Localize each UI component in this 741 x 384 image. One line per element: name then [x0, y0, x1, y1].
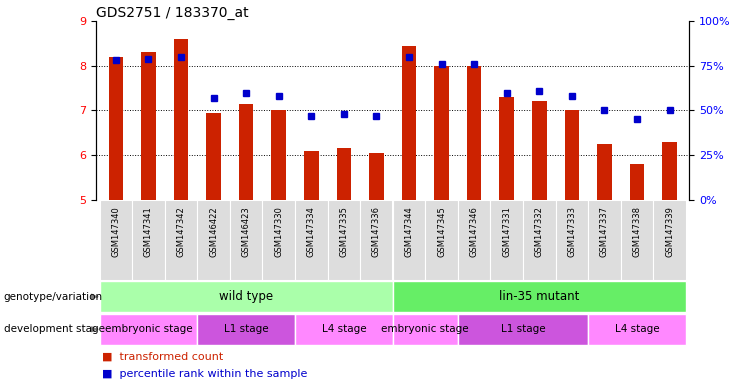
Bar [393, 200, 425, 280]
Bar [197, 200, 230, 280]
Bar [262, 200, 295, 280]
Bar [662, 142, 677, 200]
Bar [99, 281, 393, 312]
Text: GSM147340: GSM147340 [111, 206, 120, 257]
Bar [532, 101, 547, 200]
Text: GSM147332: GSM147332 [535, 206, 544, 257]
Bar [523, 200, 556, 280]
Bar [173, 39, 188, 200]
Text: GSM147337: GSM147337 [600, 206, 609, 257]
Text: GSM147334: GSM147334 [307, 206, 316, 257]
Text: GSM147341: GSM147341 [144, 206, 153, 257]
Text: embryonic stage: embryonic stage [104, 324, 192, 334]
Text: GSM146423: GSM146423 [242, 206, 250, 257]
Bar [197, 314, 295, 345]
Text: GSM147342: GSM147342 [176, 206, 185, 257]
Bar [402, 46, 416, 200]
Bar [328, 200, 360, 280]
Bar [630, 164, 645, 200]
Text: GSM147333: GSM147333 [568, 206, 576, 257]
Bar [491, 200, 523, 280]
Bar [304, 151, 319, 200]
Text: GSM147331: GSM147331 [502, 206, 511, 257]
Bar [206, 113, 221, 200]
Bar [336, 148, 351, 200]
Text: ■  transformed count: ■ transformed count [102, 351, 224, 361]
Text: GSM147344: GSM147344 [405, 206, 413, 257]
Text: GSM147330: GSM147330 [274, 206, 283, 257]
Text: L1 stage: L1 stage [224, 324, 268, 334]
Bar [165, 200, 197, 280]
Bar [295, 200, 328, 280]
Text: GSM147335: GSM147335 [339, 206, 348, 257]
Bar [108, 57, 123, 200]
Text: development stage: development stage [4, 324, 104, 334]
Bar [467, 66, 482, 200]
Bar [434, 66, 449, 200]
Text: wild type: wild type [219, 290, 273, 303]
Bar [360, 200, 393, 280]
Bar [369, 153, 384, 200]
Bar [393, 314, 458, 345]
Bar [597, 144, 612, 200]
Bar [425, 200, 458, 280]
Bar [393, 281, 686, 312]
Bar [271, 111, 286, 200]
Bar [588, 200, 621, 280]
Text: GSM147345: GSM147345 [437, 206, 446, 257]
Text: genotype/variation: genotype/variation [4, 291, 103, 302]
Text: GSM147338: GSM147338 [633, 206, 642, 257]
Text: GSM147339: GSM147339 [665, 206, 674, 257]
Bar [565, 111, 579, 200]
Bar [588, 314, 686, 345]
Text: lin-35 mutant: lin-35 mutant [499, 290, 579, 303]
Text: ■  percentile rank within the sample: ■ percentile rank within the sample [102, 369, 308, 379]
Text: L1 stage: L1 stage [501, 324, 545, 334]
Text: GDS2751 / 183370_at: GDS2751 / 183370_at [96, 6, 249, 20]
Bar [458, 314, 588, 345]
Bar [99, 200, 132, 280]
Text: GSM146422: GSM146422 [209, 206, 218, 257]
Bar [141, 52, 156, 200]
Text: L4 stage: L4 stage [322, 324, 366, 334]
Bar [621, 200, 654, 280]
Bar [458, 200, 491, 280]
Text: GSM147346: GSM147346 [470, 206, 479, 257]
Bar [556, 200, 588, 280]
Bar [239, 104, 253, 200]
Text: GSM147336: GSM147336 [372, 206, 381, 257]
Text: L4 stage: L4 stage [615, 324, 659, 334]
Bar [499, 97, 514, 200]
Text: embryonic stage: embryonic stage [382, 324, 469, 334]
Bar [99, 314, 197, 345]
Bar [295, 314, 393, 345]
Bar [230, 200, 262, 280]
Bar [654, 200, 686, 280]
Bar [132, 200, 165, 280]
